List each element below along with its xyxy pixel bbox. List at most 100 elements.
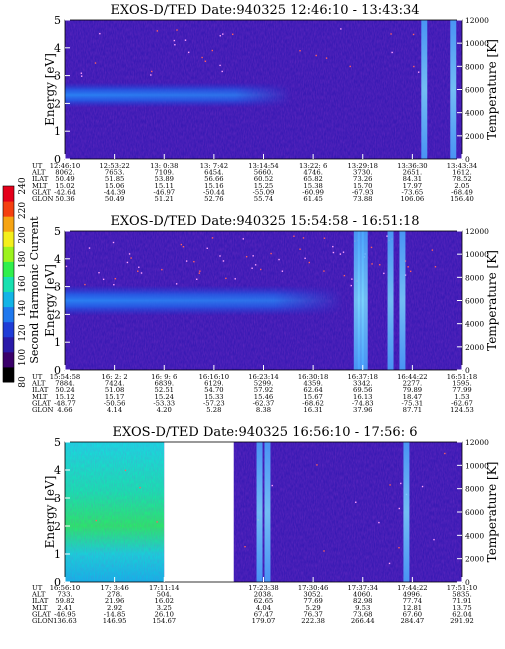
noise-pixel <box>102 278 105 281</box>
panel-3: EXOS-D/TED Date:940325 16:56:10 - 17:56:… <box>31 425 499 625</box>
ephemeris-value: 13:29:18 <box>347 162 378 170</box>
ephemeris-value: 5.29 <box>306 604 321 612</box>
ephemeris-value: 1612. <box>452 169 471 177</box>
ephemeris-value: 62.65 <box>254 597 273 605</box>
noise-pixel <box>431 249 434 251</box>
noise-pixel <box>444 452 446 455</box>
noise-pixel <box>193 260 195 263</box>
ephemeris-value: -46.97 <box>153 188 175 196</box>
ephemeris-value: 67.60 <box>403 610 422 618</box>
noise-pixel <box>156 521 158 523</box>
ephemeris-value: 17:51:10 <box>447 584 478 592</box>
ephemeris-value: 6454. <box>204 169 223 177</box>
noise-pixel <box>196 278 198 280</box>
noise-pixel <box>114 277 117 280</box>
ephemeris-value: 4359. <box>303 380 322 388</box>
ephemeris-value: 15.02 <box>55 182 74 190</box>
ephemeris-value: 76.37 <box>303 610 322 618</box>
ephemeris-value: -67.93 <box>352 188 374 196</box>
colorbar-swatch <box>3 261 14 277</box>
ephemeris-value: 50.49 <box>55 175 74 183</box>
ephemeris-value: 16.31 <box>303 406 322 414</box>
noise-pixel <box>351 278 353 280</box>
ephemeris-value: -14.85 <box>104 610 126 618</box>
noise-pixel <box>150 74 152 76</box>
ephemeris-value: 733. <box>57 591 72 599</box>
ephemeris-value: 16:37:18 <box>347 373 378 381</box>
y-right-axis-label: Temperature [K] <box>485 39 499 140</box>
ephemeris-value: 50.24 <box>55 386 74 394</box>
ephemeris-value: 13.75 <box>452 604 471 612</box>
noise-pixel <box>325 57 328 59</box>
ephemeris-value: 77.74 <box>403 597 422 605</box>
ephemeris-value: 59.82 <box>55 597 74 605</box>
ephemeris-value: 2.41 <box>57 604 72 612</box>
ephemeris-value: 2277. <box>403 380 422 388</box>
ephemeris-value: -57.23 <box>203 399 225 407</box>
ephemeris-value: 13:14:54 <box>248 162 279 170</box>
ephemeris-value: -74.83 <box>352 399 374 407</box>
noise-pixel <box>211 237 214 239</box>
intensity-spike <box>256 442 263 582</box>
y-axis-label: Energy [eV] <box>43 264 57 337</box>
ephemeris-value: 17.97 <box>403 182 422 190</box>
colorbar-swatch <box>3 201 14 217</box>
y-tick-label: 3 <box>54 70 61 83</box>
colorbar-swatch <box>3 291 14 308</box>
intensity-spike <box>403 442 410 582</box>
colorbar-swatch <box>3 276 14 293</box>
ephemeris-value: 156.40 <box>450 195 474 203</box>
ephemeris-value: -46.95 <box>54 610 76 618</box>
ephemeris-value: 77.69 <box>303 597 322 605</box>
noise-pixel <box>302 237 305 239</box>
ephemeris-value: 69.56 <box>353 386 372 394</box>
ephemeris-value: -50.44 <box>203 188 225 196</box>
ephemeris-value: 8.38 <box>256 406 271 414</box>
ephemeris-value: -62.67 <box>451 399 473 407</box>
ephemeris-value: 15.70 <box>353 182 372 190</box>
y-tick-label: 5 <box>54 225 61 238</box>
ephemeris-value: 16:44:22 <box>397 373 428 381</box>
y-right-tick-label: 2000 <box>465 555 484 564</box>
noise-pixel <box>161 268 163 271</box>
ephemeris-value: 15.33 <box>204 393 223 401</box>
noise-pixel <box>383 272 385 275</box>
noise-pixel <box>343 274 346 277</box>
noise-pixel <box>80 72 83 74</box>
ephemeris-value: 4.66 <box>57 406 72 414</box>
ephemeris-row-label: ALT <box>31 591 46 599</box>
noise-pixel <box>349 65 351 68</box>
ephemeris-row-label: GLAT <box>32 188 51 196</box>
ephemeris-value: 7653. <box>105 169 124 177</box>
ephemeris-value: -60.99 <box>302 188 324 196</box>
intensity-spike <box>399 231 406 370</box>
y-right-tick-label: 10000 <box>465 250 489 259</box>
ephemeris-value: 17:11:14 <box>149 584 180 592</box>
noise-pixel <box>278 258 280 261</box>
y-right-axis-label: Temperature [K] <box>485 250 499 351</box>
ephemeris-value: 84.31 <box>403 175 422 183</box>
colorbar-frame <box>2 185 15 383</box>
colorbar-tick-label: 100 <box>18 349 28 366</box>
ephemeris-value: 4.14 <box>107 406 122 414</box>
noise-pixel <box>112 241 115 244</box>
noise-pixel <box>413 65 415 68</box>
data-gap <box>164 441 234 583</box>
colorbar-tick-label: 180 <box>18 251 28 268</box>
y-right-tick-label: 0 <box>465 155 470 164</box>
y-right-tick-label: 6000 <box>465 86 484 95</box>
noise-pixel <box>219 255 221 257</box>
ephemeris-value: 73.26 <box>353 175 372 183</box>
noise-pixel <box>99 32 101 35</box>
y-tick-label: 5 <box>54 14 61 27</box>
ephemeris-value: 16:23:14 <box>248 373 279 381</box>
noise-pixel <box>139 486 141 489</box>
panel-3-title: EXOS-D/TED Date:940325 16:56:10 - 17:56:… <box>113 425 418 440</box>
intensity-spike <box>264 442 271 582</box>
noise-pixel <box>323 237 326 239</box>
ephemeris-value: 16:16:10 <box>199 373 230 381</box>
y-tick-label: 2 <box>54 97 61 110</box>
ephemeris-value: 16:30:18 <box>298 373 329 381</box>
noise-pixel <box>137 270 139 272</box>
